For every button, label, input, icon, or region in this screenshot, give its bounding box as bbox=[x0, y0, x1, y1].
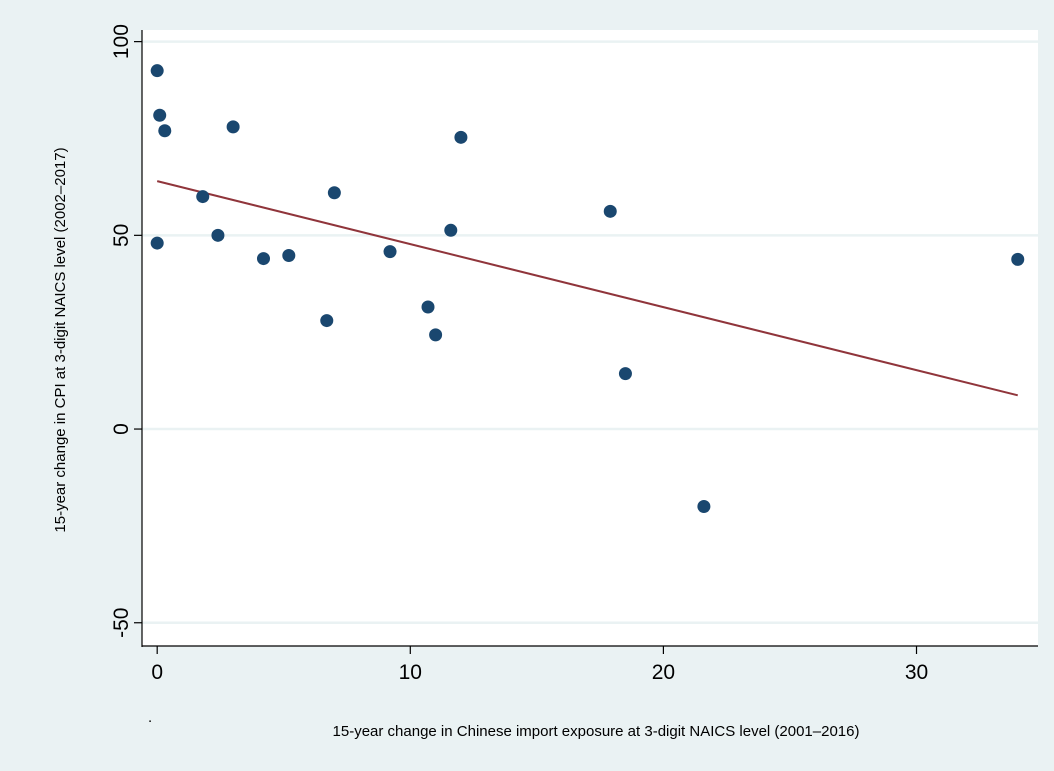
axes bbox=[134, 30, 1038, 654]
data-point-4 bbox=[196, 190, 210, 204]
y-tick-label-1: 0 bbox=[110, 423, 133, 435]
fitted-line bbox=[156, 180, 1018, 397]
data-point-14 bbox=[444, 223, 458, 237]
fit-line-layer bbox=[156, 180, 1018, 397]
data-point-18 bbox=[697, 500, 711, 514]
data-point-19 bbox=[1011, 252, 1025, 266]
y-tick-label-3: 100 bbox=[110, 24, 133, 59]
data-point-8 bbox=[282, 248, 296, 262]
x-axis-label: 15-year change in Chinese import exposur… bbox=[333, 723, 860, 740]
figure-note: . bbox=[148, 709, 152, 726]
plot-region bbox=[142, 30, 1038, 646]
y-tick-label-0: -50 bbox=[110, 608, 133, 638]
data-point-0 bbox=[150, 64, 164, 78]
data-point-13 bbox=[429, 328, 443, 342]
data-point-5 bbox=[211, 228, 225, 242]
data-point-12 bbox=[421, 300, 435, 314]
data-point-9 bbox=[320, 314, 334, 328]
x-tick-label-3: 30 bbox=[905, 661, 928, 684]
x-tick-label-2: 20 bbox=[652, 661, 675, 684]
y-tick-label-2: 50 bbox=[110, 224, 133, 247]
data-point-15 bbox=[454, 130, 468, 144]
data-point-7 bbox=[256, 252, 270, 266]
data-point-11 bbox=[383, 245, 397, 259]
data-point-10 bbox=[327, 186, 341, 200]
x-tick-label-1: 10 bbox=[399, 661, 422, 684]
data-points bbox=[150, 64, 1025, 514]
data-point-3 bbox=[150, 236, 164, 250]
data-point-16 bbox=[603, 204, 617, 218]
data-point-1 bbox=[153, 108, 167, 122]
y-axis-label: 15-year change in CPI at 3-digit NAICS l… bbox=[52, 147, 69, 532]
data-point-2 bbox=[158, 124, 172, 138]
data-point-6 bbox=[226, 120, 240, 134]
tick-labels: -50 0 50 100 0 10 20 30 bbox=[110, 24, 928, 684]
gridlines bbox=[142, 40, 1038, 625]
data-point-17 bbox=[618, 367, 632, 381]
x-tick-label-0: 0 bbox=[151, 661, 163, 684]
